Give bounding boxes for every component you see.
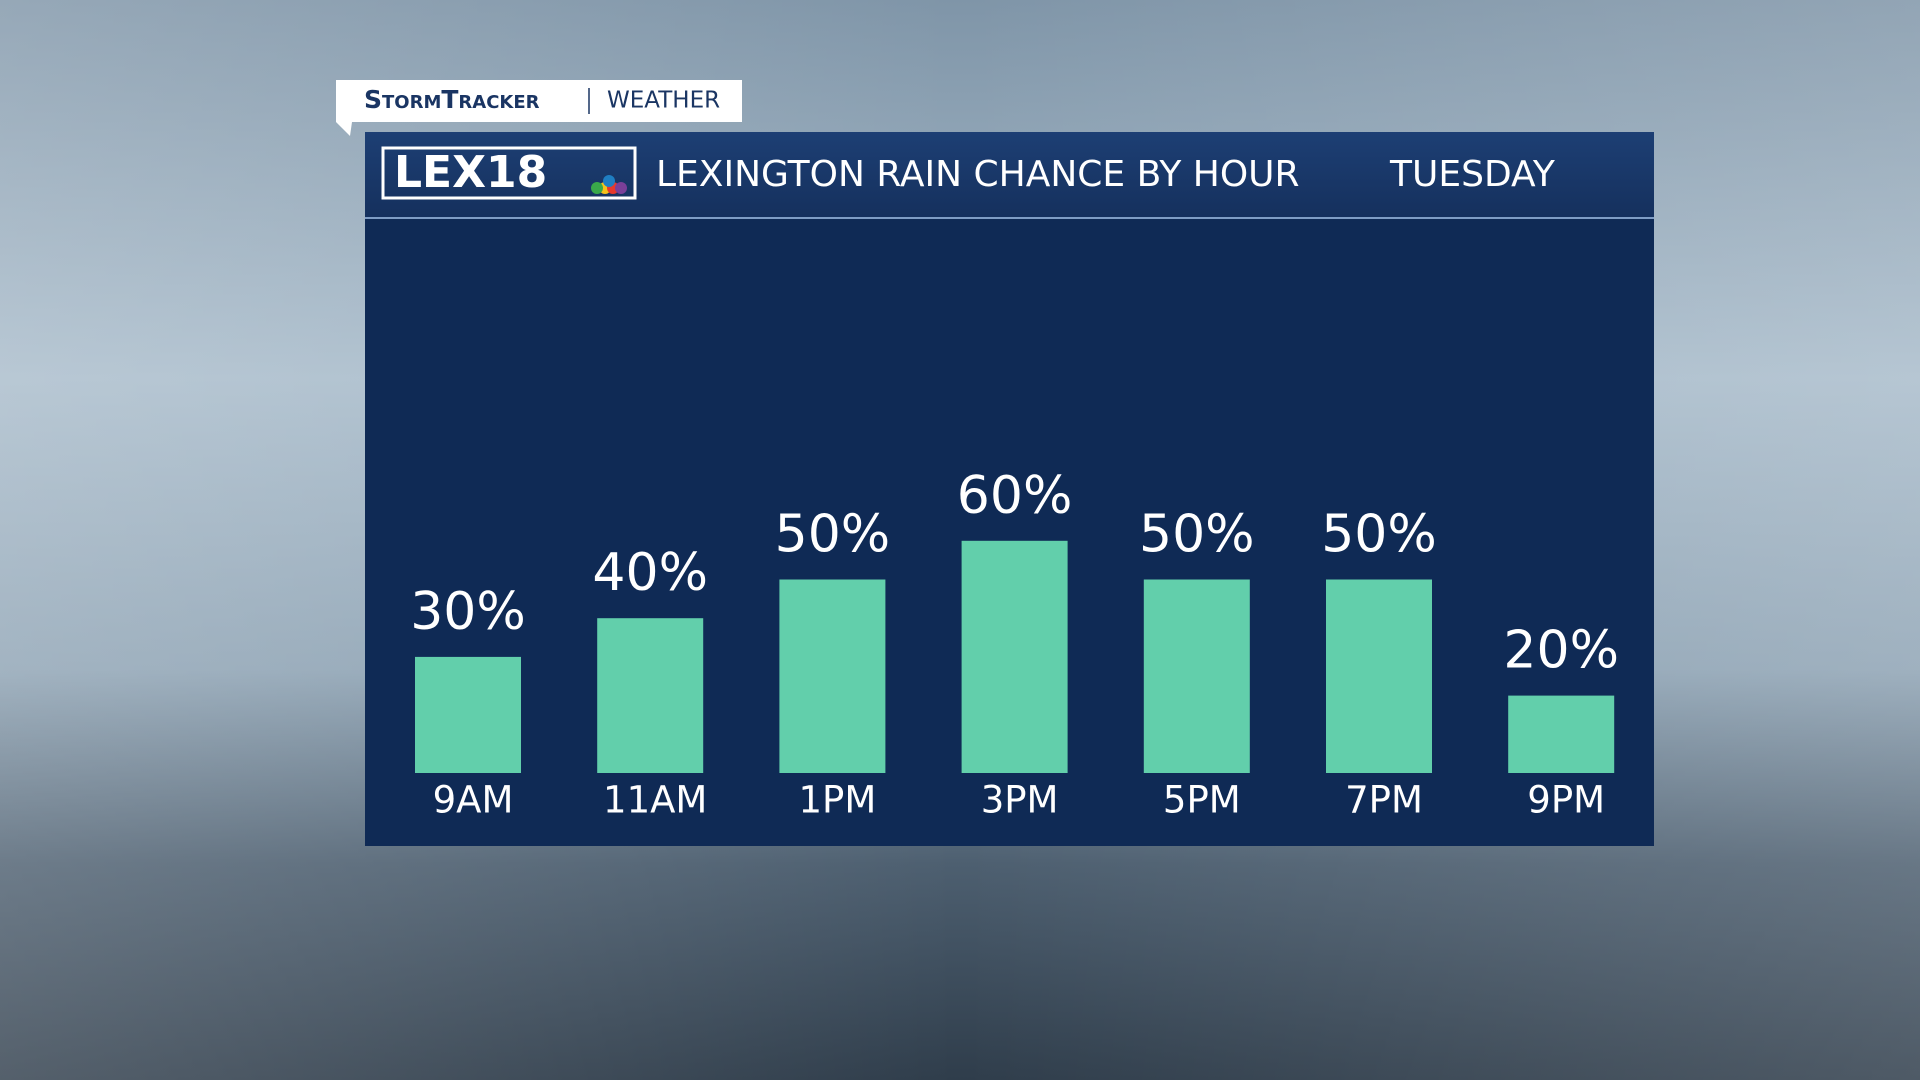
bar: [1143, 579, 1250, 773]
value-label: 50%: [1321, 505, 1437, 565]
bar: [961, 540, 1068, 773]
bar: [597, 618, 704, 773]
x-tick-label: 5PM: [1163, 779, 1241, 822]
x-tick-label: 3PM: [981, 779, 1059, 822]
bar: [415, 656, 521, 773]
bar: [1508, 695, 1615, 773]
x-tick-label: 11AM: [603, 779, 707, 822]
bar: [1326, 579, 1432, 773]
brand-tab: [336, 80, 742, 136]
x-tick-label: 9PM: [1527, 779, 1605, 822]
x-tick-label: 9AM: [433, 779, 514, 822]
x-tick-label: 1PM: [799, 779, 877, 822]
logo: LEX18: [394, 147, 547, 198]
value-label: 40%: [592, 543, 708, 603]
peacock-feather: [615, 182, 627, 194]
x-tick-label: 7PM: [1345, 779, 1423, 822]
chart-title: LEXINGTON RAIN CHANCE BY HOUR: [656, 154, 1300, 195]
peacock: [591, 175, 627, 194]
bar: [779, 579, 886, 773]
peacock-feather: [591, 182, 603, 194]
value-label: 30%: [410, 582, 526, 642]
section-name: WEATHER: [607, 88, 720, 114]
logo-box: [381, 146, 637, 200]
value-label: 50%: [775, 505, 891, 565]
value-label: 50%: [1139, 505, 1255, 565]
show-name: StormTracker: [364, 85, 540, 114]
value-label: 20%: [1503, 621, 1619, 681]
panel-header: [365, 132, 1654, 218]
peacock-feather: [603, 175, 615, 187]
value-label: 60%: [957, 466, 1073, 526]
chart-subtitle: TUESDAY: [1389, 154, 1556, 195]
